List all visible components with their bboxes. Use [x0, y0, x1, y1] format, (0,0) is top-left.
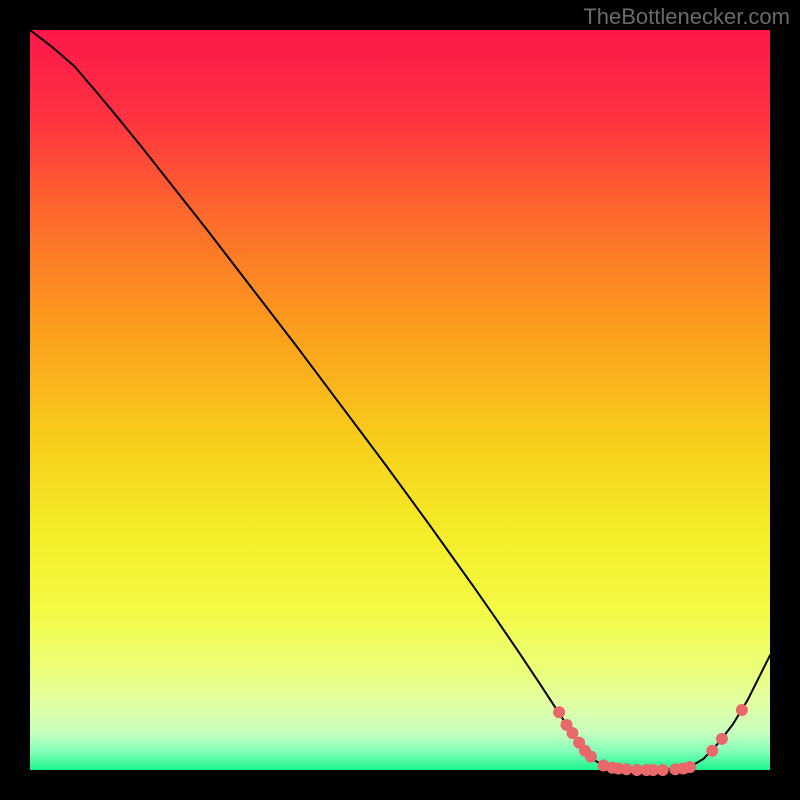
chart-container: TheBottlenecker.com	[0, 0, 800, 800]
data-marker	[620, 763, 632, 775]
data-marker	[684, 761, 696, 773]
data-marker	[716, 733, 728, 745]
data-marker	[706, 745, 718, 757]
data-marker	[553, 706, 565, 718]
data-marker	[736, 704, 748, 716]
data-marker	[657, 764, 669, 776]
data-marker	[585, 751, 597, 763]
watermark-text: TheBottlenecker.com	[583, 4, 790, 30]
bottleneck-chart	[0, 0, 800, 800]
plot-background	[30, 30, 770, 770]
